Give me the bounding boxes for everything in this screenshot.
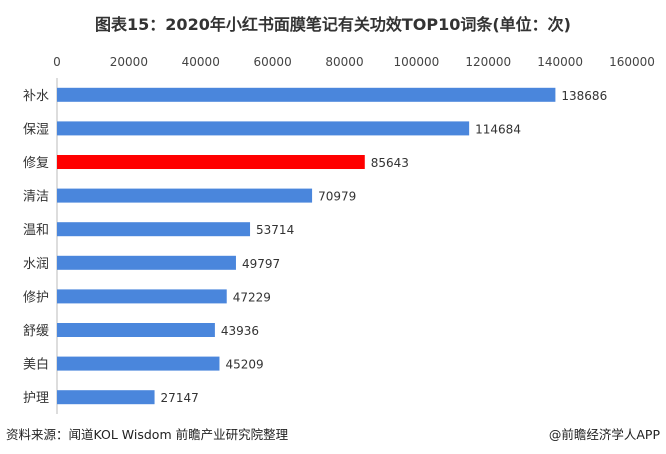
x-tick-label: 100000 [393,55,439,69]
x-tick-label: 120000 [465,55,511,69]
data-label: 45209 [225,358,263,372]
bar [57,390,155,405]
bar [57,222,251,237]
x-tick-label: 80000 [325,55,363,69]
y-category-label: 温和 [23,223,49,238]
x-tick-label: 60000 [254,55,292,69]
data-label: 70979 [318,190,356,204]
x-tick-label: 160000 [609,55,655,69]
data-label: 114684 [475,122,521,136]
bar [57,356,220,371]
data-label: 85643 [371,156,409,170]
bar [57,323,215,337]
bar [57,155,365,169]
bar [57,188,313,203]
bar [57,289,227,304]
x-tick-label: 20000 [110,55,148,69]
brand-credit: @前瞻经济学人APP [548,427,660,442]
y-category-label: 美白 [23,357,49,373]
data-label: 27147 [161,391,199,405]
y-category-label: 水润 [23,257,49,272]
x-tick-label: 0 [53,55,61,69]
y-category-label: 舒缓 [23,324,49,339]
bar [57,121,470,136]
chart-title: 图表15：2020年小红书面膜笔记有关功效TOP10词条(单位：次) [95,15,571,34]
data-label: 49797 [242,257,280,271]
y-category-label: 补水 [23,89,49,104]
data-label: 47229 [233,290,271,304]
bar [57,255,236,270]
data-label: 138686 [561,89,607,103]
y-category-label: 保湿 [23,122,49,137]
data-label: 43936 [221,324,259,338]
bar [57,87,556,102]
data-label: 53714 [256,223,294,237]
y-category-label: 修复 [23,156,49,171]
source-note: 资料来源：闻道KOL Wisdom 前瞻产业研究院整理 [6,427,289,442]
y-category-label: 护理 [23,391,49,406]
y-category-label: 修护 [23,290,49,305]
x-tick-label: 40000 [182,55,220,69]
y-category-label: 清洁 [23,190,49,205]
x-tick-label: 140000 [537,55,583,69]
